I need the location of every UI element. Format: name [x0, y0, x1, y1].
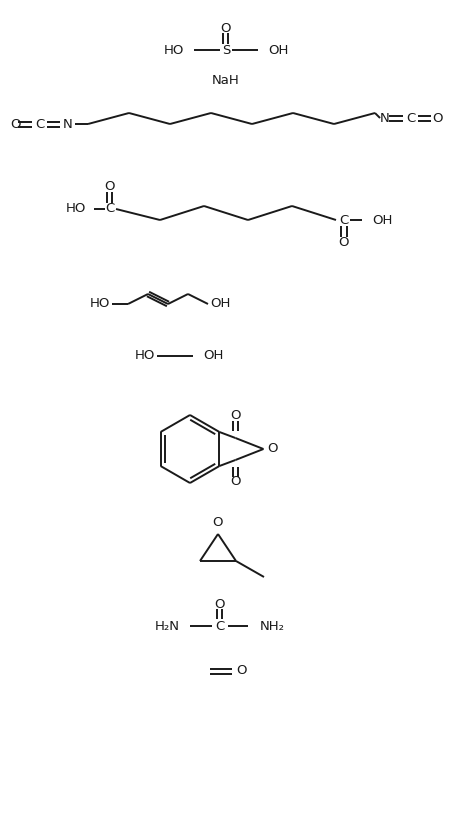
Text: C: C	[35, 117, 45, 130]
Text: O: O	[236, 664, 247, 677]
Text: O: O	[212, 517, 223, 529]
Text: C: C	[339, 213, 348, 226]
Text: N: N	[379, 112, 389, 125]
Text: N: N	[63, 117, 73, 130]
Text: OH: OH	[267, 43, 288, 56]
Text: HO: HO	[163, 43, 184, 56]
Text: OH: OH	[210, 297, 230, 310]
Text: O: O	[432, 112, 442, 125]
Text: HO: HO	[89, 297, 110, 310]
Text: O: O	[10, 117, 20, 130]
Text: HO: HO	[134, 349, 155, 362]
Text: O: O	[267, 443, 277, 456]
Text: H₂N: H₂N	[155, 619, 179, 632]
Text: S: S	[221, 43, 230, 56]
Text: OH: OH	[371, 213, 391, 226]
Text: O: O	[105, 181, 115, 194]
Text: O: O	[338, 235, 349, 248]
Text: C: C	[405, 112, 415, 125]
Text: C: C	[105, 203, 115, 216]
Text: O: O	[230, 409, 240, 422]
Text: HO: HO	[65, 203, 86, 216]
Text: OH: OH	[202, 349, 223, 362]
Text: O: O	[214, 597, 225, 610]
Text: NH₂: NH₂	[259, 619, 285, 632]
Text: O: O	[220, 21, 231, 34]
Text: NaH: NaH	[212, 73, 239, 86]
Text: O: O	[230, 475, 240, 488]
Text: C: C	[215, 619, 224, 632]
